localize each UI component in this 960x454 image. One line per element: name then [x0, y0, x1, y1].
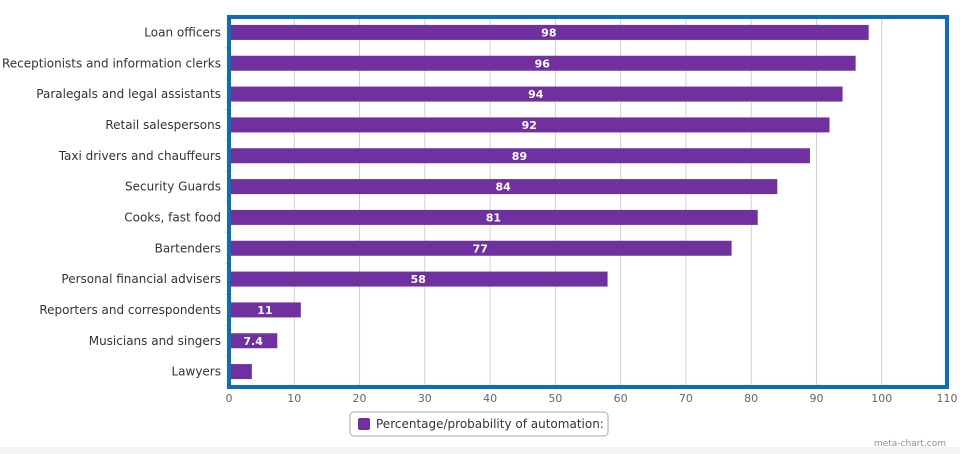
category-label: Cooks, fast food [124, 210, 221, 224]
bar[interactable] [229, 117, 830, 133]
x-tick-label: 50 [548, 392, 562, 405]
category-label: Paralegals and legal assistants [36, 87, 221, 101]
legend[interactable]: Percentage/probability of automation: [349, 411, 609, 437]
bar[interactable] [229, 86, 843, 102]
bar[interactable] [229, 240, 732, 256]
category-label: Taxi drivers and chauffeurs [58, 149, 221, 163]
x-tick-label: 80 [744, 392, 758, 405]
category-label: Retail salespersons [105, 118, 221, 132]
bar-value-label: 84 [495, 181, 511, 194]
x-tick-label: 70 [679, 392, 693, 405]
bar-value-label: 98 [541, 26, 556, 39]
category-label: Bartenders [155, 241, 221, 255]
legend-box[interactable] [349, 411, 609, 437]
x-tick-label: 100 [871, 392, 892, 405]
bar-value-label: 77 [473, 242, 488, 255]
x-tick-label: 30 [418, 392, 432, 405]
bar[interactable] [229, 179, 778, 195]
bar[interactable] [229, 364, 252, 380]
category-label: Receptionists and information clerks [2, 56, 221, 70]
bar[interactable] [229, 24, 869, 40]
plot-border [227, 15, 949, 389]
grid-lines [293, 17, 948, 387]
legend-label: Percentage/probability of automation: [376, 417, 604, 431]
bars [229, 24, 869, 380]
category-label: Reporters and correspondents [39, 303, 221, 317]
credit-text: meta-chart.com [874, 439, 946, 449]
x-axis-ticks: 0 10 20 30 40 50 60 70 80 90 100 110 [225, 47, 958, 405]
bar-value-label: 94 [528, 88, 544, 101]
x-tick-label: 110 [937, 392, 958, 405]
bar-value-label: 7.4 [243, 335, 263, 348]
x-tick-label: 60 [614, 392, 628, 405]
legend-swatch [358, 418, 370, 430]
bar[interactable] [229, 148, 810, 164]
category-labels: Loan officers Receptionists and informati… [2, 25, 221, 378]
category-label: Musicians and singers [89, 334, 221, 348]
bar-value-label: 96 [535, 57, 551, 70]
bar-value-label: 81 [486, 211, 501, 224]
bar-data-labels: 98 96 94 92 89 84 81 77 58 11 7.4 [243, 26, 556, 347]
category-label: Security Guards [125, 180, 221, 194]
footer-strip [0, 447, 960, 454]
bar[interactable] [229, 209, 758, 225]
x-tick-label: 0 [226, 392, 233, 405]
x-tick-label: 90 [809, 392, 823, 405]
bar-value-label: 11 [257, 304, 272, 317]
bar[interactable] [229, 302, 301, 318]
x-tick-label: 40 [483, 392, 497, 405]
bar[interactable] [229, 55, 856, 71]
bar-value-label: 89 [512, 150, 527, 163]
category-label: Lawyers [171, 365, 221, 379]
bar-value-label: 92 [522, 119, 537, 132]
x-tick-label: 10 [287, 392, 301, 405]
bar[interactable] [229, 271, 608, 287]
bar-value-label: 58 [411, 273, 426, 286]
category-label: Loan officers [144, 25, 221, 39]
bar[interactable] [229, 333, 278, 349]
category-label: Personal financial advisers [61, 272, 221, 286]
x-tick-label: 20 [353, 392, 367, 405]
